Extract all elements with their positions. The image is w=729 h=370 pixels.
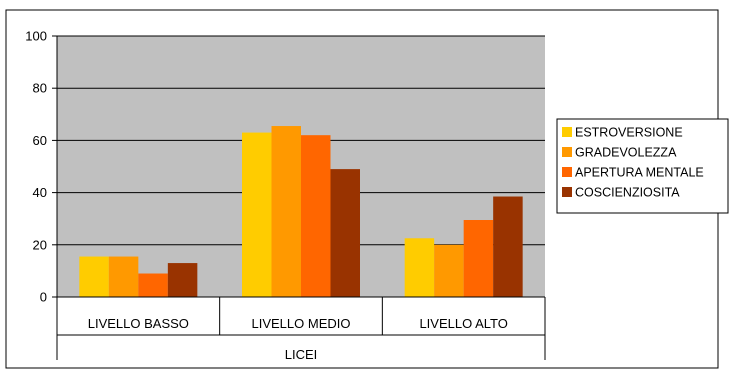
y-tick-label: 20 [33,237,47,252]
x-category-label: LIVELLO BASSO [88,316,189,331]
bar [330,169,360,297]
legend-label: COSCIENZIOSITA [575,186,680,200]
bar [79,256,109,297]
axes [52,35,546,360]
bar [108,256,139,297]
y-tick-label: 40 [33,185,47,200]
x-category-label: LIVELLO ALTO [419,316,507,331]
bar [463,220,494,297]
bar [493,196,523,297]
y-tick-label: 80 [33,81,47,96]
bar [138,273,168,297]
bar [271,126,301,297]
bar [167,263,198,297]
y-tick-label: 60 [33,133,47,148]
y-tick-labels: 0 20 40 60 80 100 [25,29,47,305]
bar [434,244,464,297]
legend-swatch [562,147,572,157]
bar [301,135,331,297]
x-group-label: LICEI [285,347,318,362]
legend-swatch [562,167,572,177]
legend-swatch [562,127,572,137]
x-category-labels: LIVELLO BASSO LIVELLO MEDIO LIVELLO ALTO LI… [88,316,508,362]
bar [242,132,272,297]
legend-label: APERTURA MENTALE [575,166,704,180]
x-category-label: LIVELLO MEDIO [252,316,351,331]
legend-swatch [562,187,572,197]
legend-box [556,118,729,214]
legend: ESTROVERSIONE GRADEVOLEZZA APERTURA MENTAL… [556,118,729,214]
legend-label: ESTROVERSIONE [575,126,683,140]
legend-label: GRADEVOLEZZA [575,146,677,160]
y-tick-label: 100 [25,29,47,44]
bar [404,238,435,297]
bars [79,126,523,297]
y-tick-label: 0 [40,290,47,305]
